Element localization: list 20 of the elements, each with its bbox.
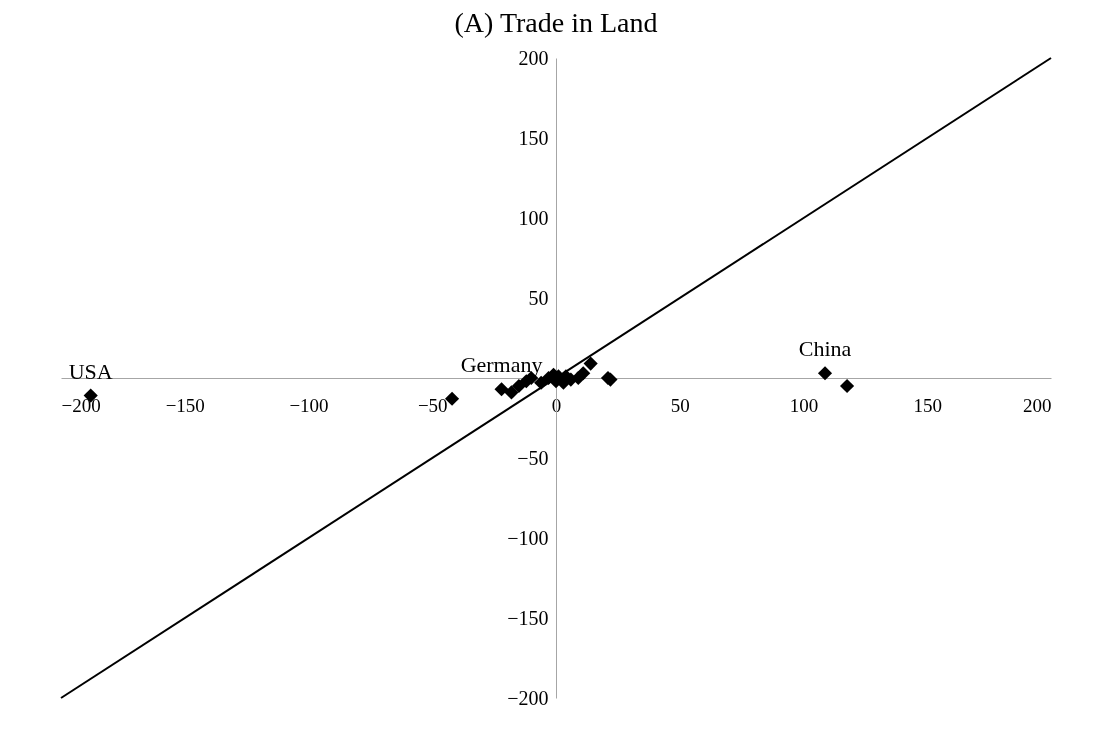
- y-tick-label: −100: [507, 526, 549, 549]
- y-tick-label: 200: [518, 46, 549, 69]
- annotation: USA: [68, 358, 113, 384]
- x-tick-label: 150: [913, 394, 942, 416]
- y-tick-label: 50: [528, 286, 549, 309]
- annotation: Germany: [460, 352, 543, 378]
- x-tick-label: −50: [417, 394, 448, 416]
- y-tick-label: −200: [507, 686, 549, 709]
- y-tick-label: 100: [518, 206, 549, 229]
- annotation: China: [798, 336, 852, 362]
- y-tick-label: −150: [507, 606, 549, 629]
- y-tick-label: 150: [518, 126, 549, 149]
- x-tick-label: 100: [789, 394, 819, 416]
- y-tick-label: −50: [517, 446, 549, 469]
- x-tick-label: −100: [289, 394, 329, 416]
- chart-title: (A) Trade in Land: [454, 7, 658, 38]
- x-tick-label: 50: [670, 394, 690, 416]
- x-tick-label: 200: [1023, 394, 1052, 416]
- x-tick-label: −200: [61, 394, 101, 416]
- x-tick-label: −150: [165, 394, 205, 416]
